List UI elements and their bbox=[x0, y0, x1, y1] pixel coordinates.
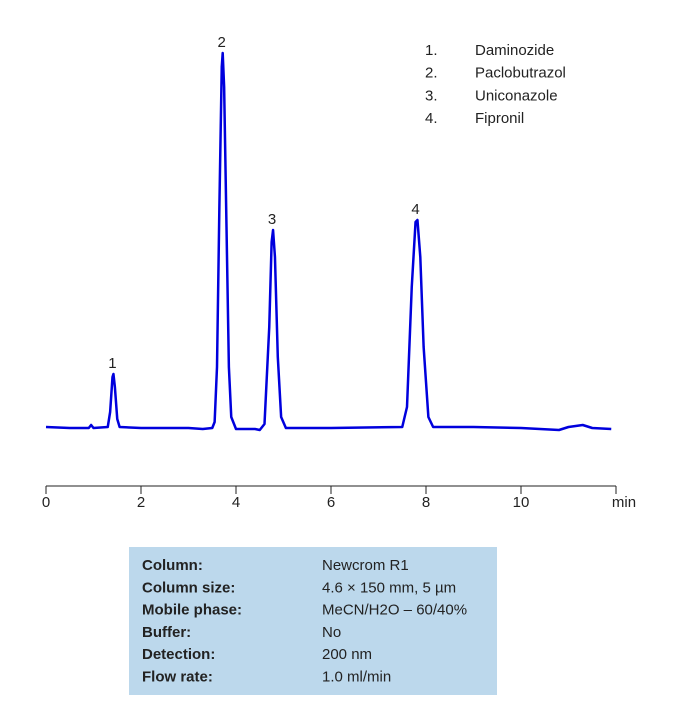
condition-value: MeCN/H2O – 60/40% bbox=[322, 602, 467, 619]
condition-value: 4.6 × 150 mm, 5 µm bbox=[322, 579, 456, 596]
trace bbox=[45, 51, 612, 432]
conditions-box bbox=[129, 547, 497, 695]
legend-number: 2. bbox=[425, 65, 438, 82]
legend-name: Daminozide bbox=[475, 42, 554, 59]
peak-label: 3 bbox=[268, 211, 276, 228]
condition-value: 200 nm bbox=[322, 646, 372, 663]
legend-number: 3. bbox=[425, 87, 438, 104]
condition-label: Column size: bbox=[142, 579, 235, 596]
condition-label: Column: bbox=[142, 557, 203, 574]
condition-value: No bbox=[322, 624, 341, 641]
legend-name: Paclobutrazol bbox=[475, 65, 566, 82]
peak-label: 2 bbox=[218, 34, 226, 51]
condition-label: Buffer: bbox=[142, 624, 191, 641]
legend-name: Uniconazole bbox=[475, 87, 558, 104]
x-tick-label: 0 bbox=[42, 494, 50, 511]
legend-number: 4. bbox=[425, 110, 438, 127]
peak-label: 4 bbox=[411, 201, 419, 218]
x-tick-label: 8 bbox=[422, 494, 430, 511]
legend-number: 1. bbox=[425, 42, 438, 59]
x-tick-label: 2 bbox=[137, 494, 145, 511]
condition-value: Newcrom R1 bbox=[322, 557, 409, 574]
peak-label: 1 bbox=[108, 355, 116, 372]
x-tick-label: 4 bbox=[232, 494, 240, 511]
legend-name: Fipronil bbox=[475, 110, 524, 127]
condition-value: 1.0 ml/min bbox=[322, 668, 391, 685]
x-tick-label: 6 bbox=[327, 494, 335, 511]
condition-label: Detection: bbox=[142, 646, 215, 663]
x-tick-label: 10 bbox=[513, 494, 530, 511]
x-axis-label: min bbox=[612, 494, 636, 511]
condition-label: Mobile phase: bbox=[142, 602, 242, 619]
condition-label: Flow rate: bbox=[142, 668, 213, 685]
